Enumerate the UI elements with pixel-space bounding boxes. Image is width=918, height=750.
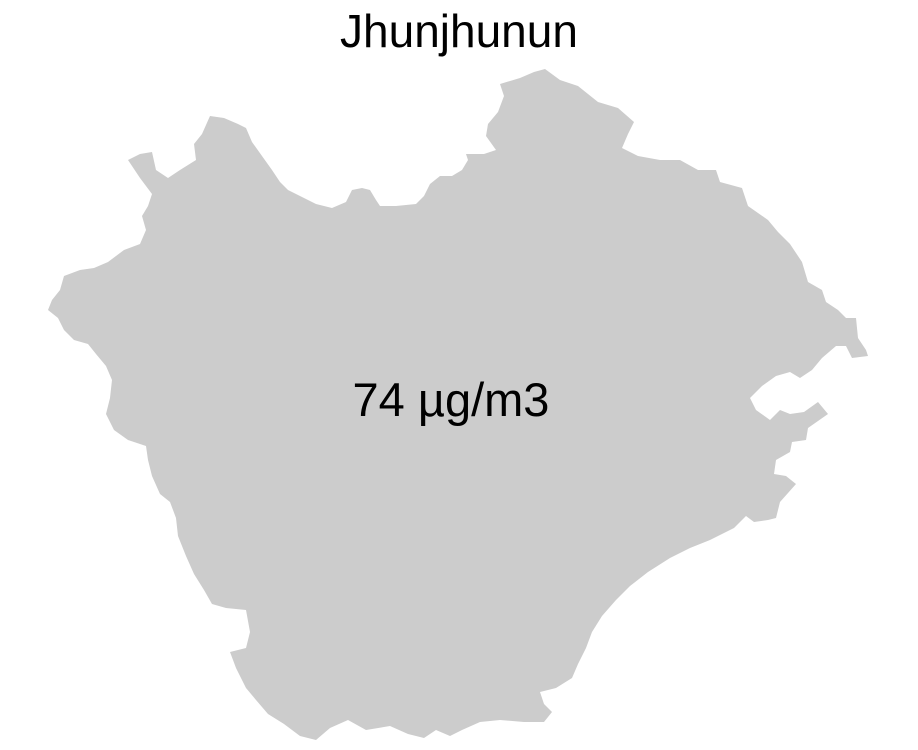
district-boundary xyxy=(48,69,868,740)
region-value-label: 74 µg/m3 xyxy=(352,373,550,426)
map-title: Jhunjhunun xyxy=(340,5,578,57)
